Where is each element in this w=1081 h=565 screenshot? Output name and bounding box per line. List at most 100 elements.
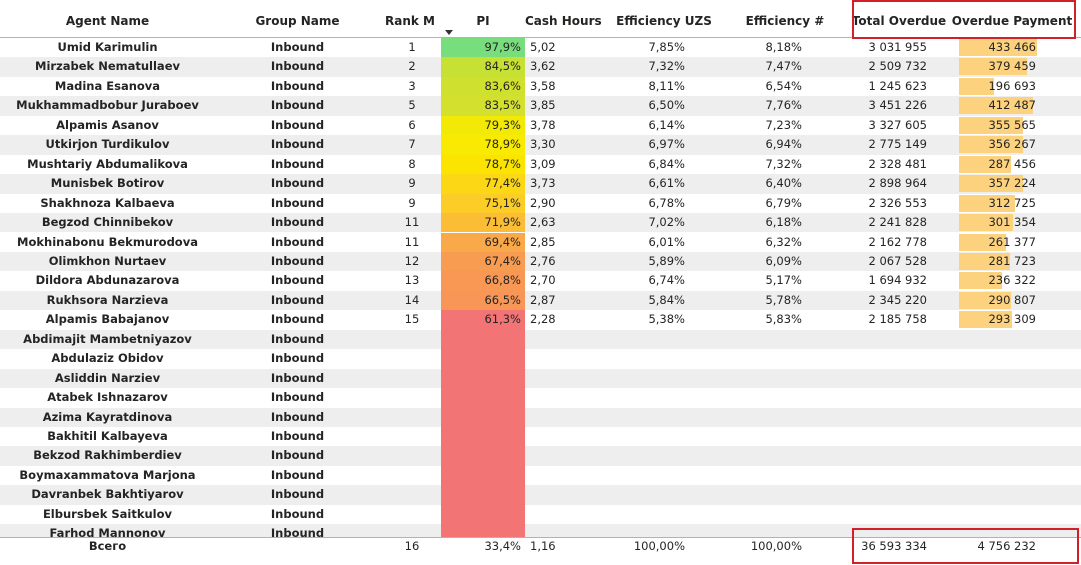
table-cell: 7,85% [648,40,685,54]
table-row: Boymaxammatova Marjona Inbound [0,465,1081,486]
pi-background [441,38,525,58]
table-cell: Utkirjon Turdikulov [45,137,170,152]
total-cell: 4 756 232 [977,539,1036,553]
table-cell: Farhod Mannonov [49,526,166,537]
table-cell: 5,17% [765,273,802,288]
table-cell: Inbound [270,215,325,230]
pi-background [441,115,525,136]
pi-background [441,290,525,311]
pi-background [441,271,525,291]
data-bar [959,233,1007,251]
table-cell: Umid Karimulin [57,40,158,54]
table-cell: 3,58 [530,78,556,93]
table-cell: 2,76 [530,253,556,268]
table-cell: 6,79% [765,195,802,210]
table-cell: Inbound [270,390,325,405]
pi-background [441,465,525,486]
table-cell: 312 725 [988,195,1036,210]
table-cell: 61,3% [484,312,521,327]
table-cell: Rukhsora Narzieva [46,292,169,307]
pi-background [441,329,525,350]
table-cell: 3 451 226 [868,98,927,113]
table-cell: 78,7% [484,156,521,171]
table-cell: 77,4% [484,176,521,191]
table-cell: 9 [408,176,416,191]
table-cell: Inbound [270,156,325,171]
table-cell: 2 898 964 [868,176,927,191]
table-cell: 2,63 [530,215,556,230]
table-row: Abdulaziz Obidov Inbound [0,349,1081,369]
table-cell: 66,5% [484,292,521,307]
table-cell: 6,09% [765,253,802,268]
total-border [0,537,1081,538]
table-cell: 355 565 [988,117,1036,132]
table-row: Davranbek Bakhtiyarov Inbound [0,485,1081,505]
table-cell: 379 459 [988,59,1036,74]
data-bar [959,116,1023,134]
table-row: Olimkhon Nurtaev Inbound 12 67,4% 2,76 5,89% 6… [0,251,1081,272]
data-bar [959,155,1011,173]
total-cell: 33,4% [484,539,521,553]
table-cell: 6,18% [765,215,802,230]
table-cell: 1 245 623 [868,78,927,93]
pi-background [441,193,525,214]
table-cell: 357 224 [988,176,1036,191]
table-cell: Alpamis Babajanov [45,312,170,327]
pi-background [441,76,525,97]
table-cell: 6,94% [765,137,802,152]
table-cell: 5,84% [648,292,685,307]
data-bar [959,194,1016,212]
table-cell: 3,30 [530,137,556,152]
table-cell: 84,5% [484,59,521,74]
table-cell: 7,76% [765,98,802,113]
table-cell: Inbound [270,351,325,366]
table-row: Azima Kayratdinova Inbound [0,407,1081,427]
table-cell: Asliddin Narziev [54,370,161,385]
table-cell: 3,85 [530,98,556,113]
table-cell: 3,73 [530,176,556,191]
table-cell: 5,38% [648,312,685,327]
total-cell: 100,00% [750,539,802,553]
pi-background [441,368,525,389]
table-cell: 7 [408,137,416,152]
table-cell: 7,23% [765,117,802,132]
table-cell: 290 807 [988,292,1036,307]
pi-background [441,310,525,330]
header-border [0,37,1081,38]
table-cell: 2 509 732 [868,59,927,74]
table-cell: Inbound [270,409,325,424]
table-cell: Mokhinabonu Bekmurodova [17,234,198,249]
table-cell: 6,54% [765,78,802,93]
table-cell: 2 162 778 [868,234,927,249]
table-cell: 83,5% [484,98,521,113]
table-row: Madina Esanova Inbound 3 83,6% 3,58 8,11% 6,54… [0,76,1081,97]
column-header: Total Overdue [851,14,947,28]
column-header: Overdue Payment [951,14,1073,28]
table-cell: 97,9% [484,40,521,54]
table-cell: 2,70 [530,273,556,288]
table-cell: 69,4% [484,234,521,249]
table-cell: 15 [404,312,420,327]
table-cell: 66,8% [484,273,521,288]
data-bar [959,175,1024,193]
highlight-box [852,0,1076,39]
pi-background [441,524,525,537]
table-cell: 3 [408,78,416,93]
table-cell: 6,14% [648,117,685,132]
table-cell: 6,61% [648,176,685,191]
data-bar [959,77,995,95]
table-cell: Inbound [270,273,325,288]
table-cell: Inbound [270,40,325,54]
table-cell: Shakhnoza Kalbaeva [40,195,175,210]
data-bar [959,58,1028,76]
table-cell: Atabek Ishnazarov [47,390,168,405]
table-cell: Inbound [270,98,325,113]
table-cell: 83,6% [484,78,521,93]
pi-background [441,485,525,505]
table-cell: 2,28 [530,312,556,327]
table-cell: 13 [404,273,420,288]
table-row: Begzod Chinnibekov Inbound 11 71,9% 2,63 7,02… [0,213,1081,233]
table-cell: Inbound [270,506,325,521]
table-cell: 281 723 [988,253,1036,268]
